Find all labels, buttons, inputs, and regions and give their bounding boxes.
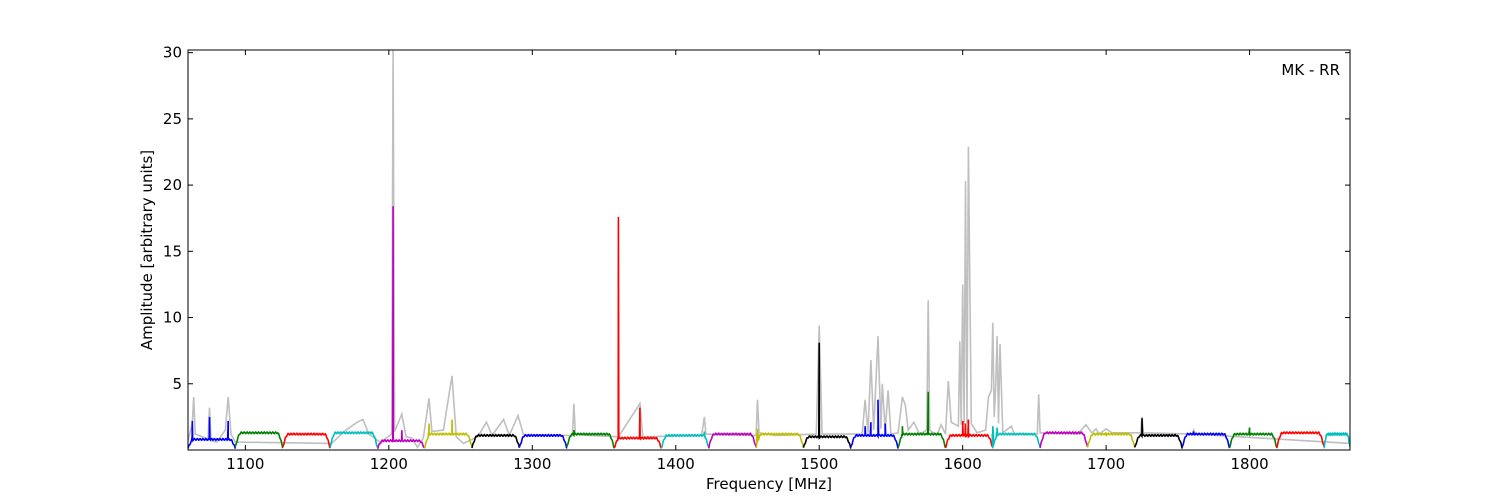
background-spectrum-line [188,50,1350,449]
band-series-line-8 [518,433,568,449]
x-tick-label: 1800 [1230,455,1268,473]
band-series-line-12 [707,432,757,449]
band-series-line-9 [565,430,615,449]
x-tick-label: 1300 [513,455,551,473]
band-series-line-16 [897,391,947,449]
band-series-line-22 [1181,431,1231,449]
band-series-line-2 [234,430,284,449]
band-series-line-23 [1228,427,1278,448]
x-tick-label: 1700 [1087,455,1125,473]
y-tick-label: 5 [172,375,182,393]
band-series-line-14 [802,342,852,449]
y-axis-label: Amplitude [arbitrary units] [138,150,156,350]
axis-ticks: 1100 1200 1300 1400 1500 1600 1700 1800 5 10 15 20 2… [163,44,1350,473]
band-series-line-1 [188,416,237,449]
y-tick-label: 15 [163,242,182,260]
axes-frame [187,49,1351,451]
band-series-line-21 [1134,418,1183,449]
x-axis-label: Frequency [MHz] [706,475,832,493]
band-series-line-6 [423,419,473,449]
band-series-line-13 [755,428,805,449]
band-series-line-11 [660,431,710,449]
x-tick-label: 1500 [800,455,838,473]
x-tick-label: 1200 [370,455,408,473]
x-tick-label: 1600 [944,455,982,473]
x-tick-label: 1400 [657,455,695,473]
band-series-line-25 [1323,431,1350,449]
baseline-annotation: MK - RR [1281,61,1340,79]
band-series-line-7 [471,433,521,449]
band-series-line-15 [850,399,899,449]
y-tick-label: 25 [163,110,182,128]
plot-area [188,50,1350,450]
band-series-line-17 [944,419,994,449]
y-tick-label: 20 [163,176,182,194]
band-series-line-19 [1039,430,1089,449]
band-series-line-4 [329,430,379,448]
band-series-line-24 [1276,430,1325,449]
y-tick-label: 30 [163,44,182,62]
x-tick-label: 1100 [226,455,264,473]
band-series-line-10 [613,216,663,449]
band-series-line-3 [281,432,331,449]
band-series-line-18 [991,426,1041,449]
band-series-line-20 [1086,431,1136,449]
band-series-line-5 [376,206,426,450]
y-tick-label: 10 [163,309,182,327]
